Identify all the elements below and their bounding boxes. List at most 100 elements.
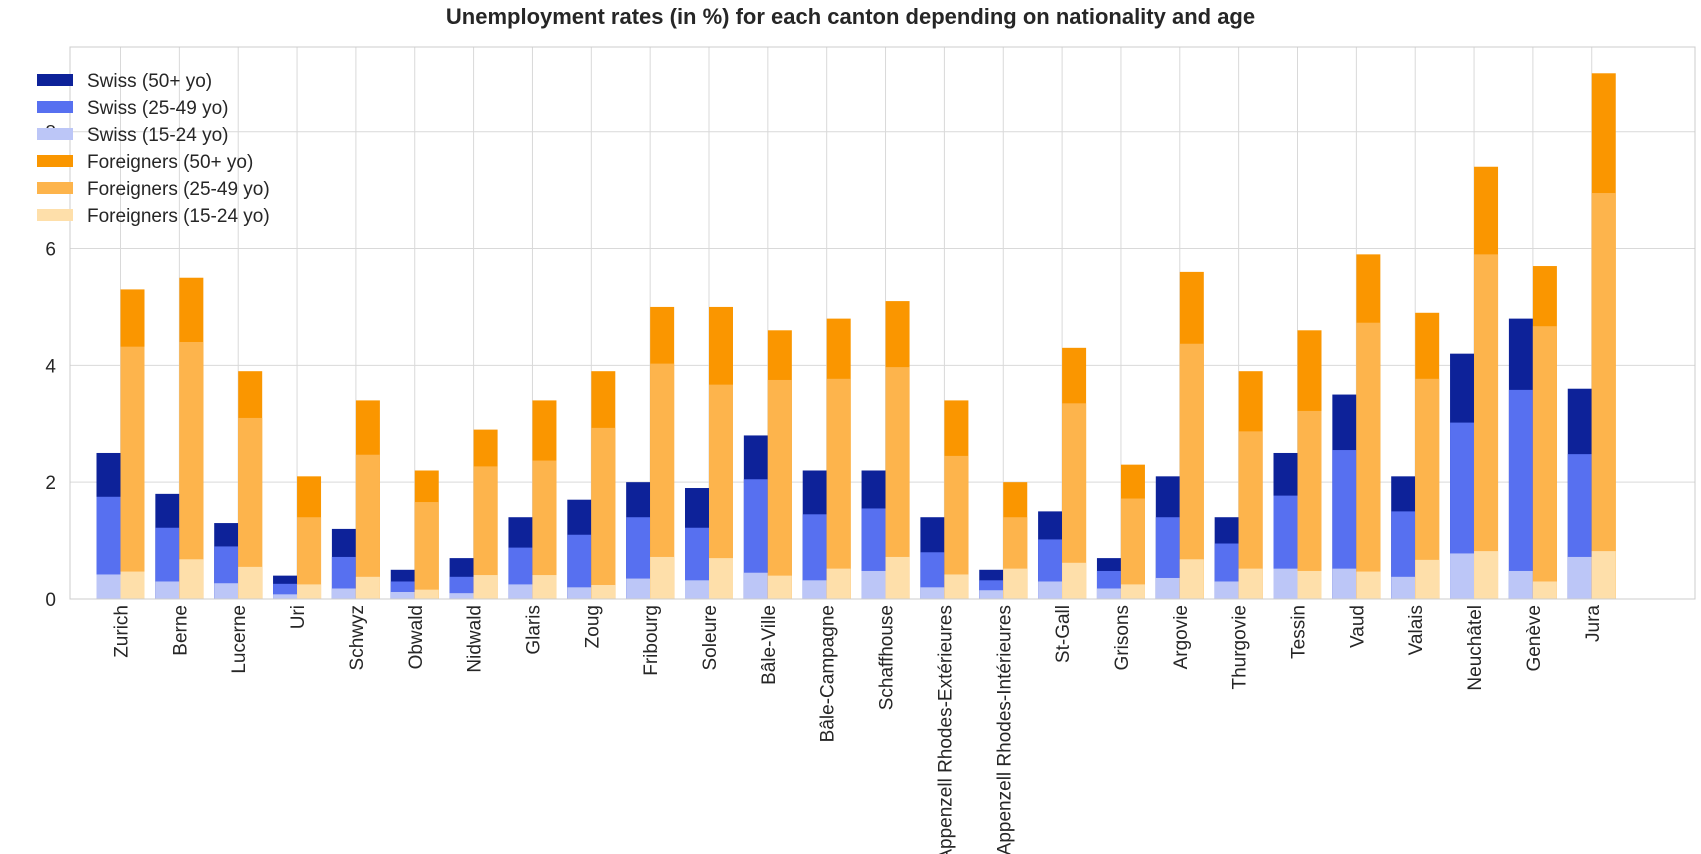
legend-swatch [37,74,73,86]
y-tick-label: 6 [45,240,56,261]
bar-foreigners-25-49-yo-b-le-ville [767,379,792,599]
x-tick-label: Schwyz [347,605,368,670]
bar-swiss-15-24-yo-soleure [685,580,709,599]
x-tick-label: Soleure [700,605,721,671]
bar-swiss-15-24-yo-b-le-campagne [802,580,827,599]
bar-foreigners-15-24-yo-valais [1415,559,1440,599]
bar-swiss-15-24-yo-obwald [390,591,415,599]
plot-frame [69,46,1696,600]
y-tick-label: 2 [45,473,56,494]
bar-swiss-15-24-yo-lucerne [214,583,239,599]
x-tick-label: Glaris [523,605,544,655]
bar-foreigners-15-24-yo-soleure [709,558,733,599]
bar-foreigners-15-24-yo-neuch-tel [1474,551,1499,599]
x-tick-label: Appenzell Rhodes-Extérieures [935,605,956,854]
x-tick-label: Vaud [1347,605,1368,648]
bar-foreigners-15-24-yo-vaud [1356,571,1381,599]
bar-foreigners-15-24-yo-berne [179,559,204,599]
x-tick-label: Uri [288,605,309,629]
bar-foreigners-15-24-yo-b-le-campagne [826,568,851,599]
bar-swiss-15-24-yo-nidwald [449,593,474,599]
bar-swiss-15-24-yo-b-le-ville [743,572,768,599]
x-tick-label: Appenzell Rhodes-Intérieures [994,605,1015,854]
bar-swiss-15-24-yo-vaud [1332,568,1357,599]
bar-swiss-15-24-yo-argovie [1155,577,1180,599]
bar-swiss-15-24-yo-neuch-tel [1450,553,1475,599]
bar-foreigners-15-24-yo-fribourg [650,556,675,599]
legend-label: Foreigners (50+ yo) [87,152,253,173]
x-tick-label: Nidwald [465,605,486,673]
bar-swiss-15-24-yo-berne [155,581,180,599]
bar-swiss-15-24-yo-schwyz [331,588,356,599]
x-tick-label: Jura [1583,605,1604,642]
bar-foreigners-25-49-yo-tessin [1297,410,1322,599]
bar-foreigners-15-24-yo-glaris [532,575,557,599]
x-axis-ticks: Zurich Berne Lucerne Uri Schwyz Obwald Nidwald… [112,605,1604,854]
x-tick-label: Berne [170,605,191,656]
bar-swiss-15-24-yo-zurich [96,574,121,599]
bar-swiss-15-24-yo-fribourg [626,578,651,599]
legend-label: Swiss (25-49 yo) [87,98,229,119]
x-tick-label: Zoug [582,605,603,648]
x-tick-label: Genève [1524,605,1545,672]
bar-swiss-15-24-yo-thurgovie [1214,581,1239,599]
bar-foreigners-15-24-yo-grisons [1120,584,1145,599]
bar-foreigners-15-24-yo-jura [1591,551,1616,599]
legend-swatch [37,155,73,167]
bar-swiss-15-24-yo-uri [273,594,298,599]
bar-foreigners-25-49-yo-schwyz [355,454,380,599]
bar-foreigners-25-49-yo-vaud [1356,322,1381,599]
legend: Swiss (50+ yo) Swiss (25-49 yo) Swiss (15-… [37,71,270,227]
bar-foreigners-15-24-yo-appenzell-rhodes-ext-rieures [944,574,969,599]
bar-foreigners-15-24-yo-uri [297,584,322,599]
x-tick-label: Schaffhouse [877,605,898,710]
bars [96,73,1616,600]
bar-foreigners-25-49-yo-neuch-tel [1474,254,1499,599]
x-tick-label: Lucerne [229,605,250,674]
legend-swatch [37,128,73,140]
x-tick-label: Bâle-Ville [759,605,780,685]
bar-foreigners-15-24-yo-gen-ve [1532,581,1557,599]
bar-swiss-15-24-yo-jura [1567,556,1592,599]
legend-label: Foreigners (25-49 yo) [87,179,270,200]
bar-swiss-15-24-yo-st-gall [1038,581,1063,599]
x-tick-label: Thurgovie [1230,605,1251,690]
bar-swiss-15-24-yo-gen-ve [1508,570,1533,599]
bar-foreigners-15-24-yo-argovie [1179,559,1204,599]
bar-foreigners-25-49-yo-b-le-campagne [826,378,851,599]
bar-foreigners-15-24-yo-schaffhouse [885,556,910,599]
bar-foreigners-15-24-yo-appenzell-rhodes-int-rieures [1003,568,1028,599]
bar-foreigners-25-49-yo-grisons [1120,498,1145,599]
bar-foreigners-25-49-yo-jura [1591,193,1616,600]
bar-swiss-15-24-yo-appenzell-rhodes-ext-rieures [920,587,945,599]
x-tick-label: Fribourg [641,605,662,676]
bar-foreigners-15-24-yo-thurgovie [1238,568,1263,599]
bar-swiss-15-24-yo-tessin [1273,568,1298,599]
bar-foreigners-15-24-yo-tessin [1297,570,1322,599]
x-tick-label: Obwald [406,605,427,669]
legend-label: Swiss (50+ yo) [87,71,212,92]
bar-foreigners-15-24-yo-zurich [120,571,145,599]
bar-swiss-15-24-yo-appenzell-rhodes-int-rieures [979,590,1004,599]
bar-swiss-15-24-yo-glaris [508,584,533,599]
x-tick-label: Neuchâtel [1465,605,1486,691]
bar-foreigners-25-49-yo-zoug [591,427,616,599]
x-tick-label: Grisons [1112,605,1133,670]
legend-swatch [37,182,73,194]
bar-foreigners-25-49-yo-argovie [1179,343,1204,599]
x-tick-label: Zurich [112,605,133,658]
x-tick-label: Tessin [1289,605,1310,659]
bar-foreigners-15-24-yo-schwyz [355,576,380,599]
chart-title: Unemployment rates (in %) for each canto… [445,4,1256,29]
bar-foreigners-15-24-yo-zoug [591,584,616,599]
legend-swatch [37,101,73,113]
bar-foreigners-25-49-yo-gen-ve [1532,326,1557,599]
bar-foreigners-15-24-yo-lucerne [238,566,263,599]
bar-swiss-15-24-yo-valais [1391,576,1416,599]
y-axis-ticks: 02468 [45,123,56,611]
bar-foreigners-15-24-yo-obwald [414,589,439,599]
y-tick-label: 4 [45,356,56,377]
bar-swiss-15-24-yo-schaffhouse [861,570,886,599]
bar-foreigners-15-24-yo-nidwald [473,575,498,599]
legend-swatch [37,209,73,221]
